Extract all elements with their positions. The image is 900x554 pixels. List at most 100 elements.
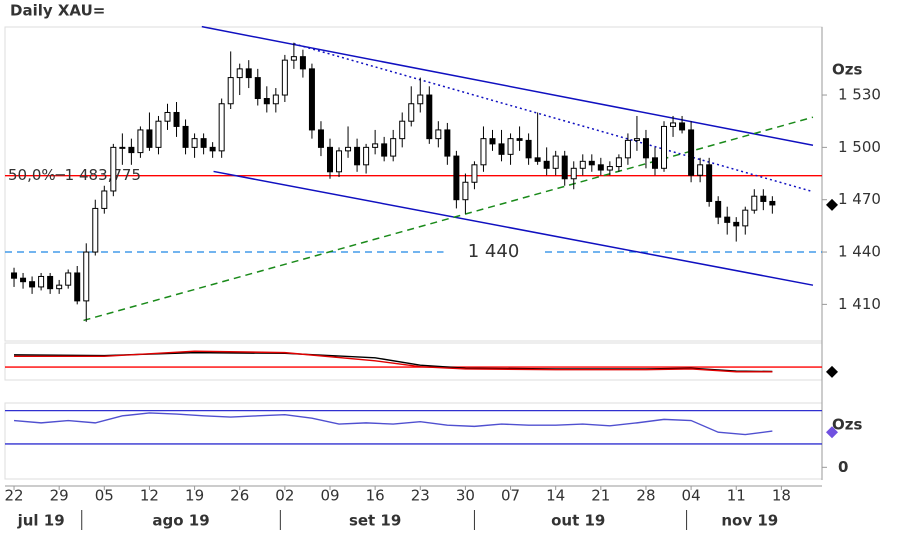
candle-body [552, 155, 559, 169]
month-label: nov 19 [721, 512, 778, 530]
candle-body [579, 160, 586, 169]
candle-body [308, 68, 315, 131]
candle-body [507, 138, 514, 155]
candle-body [29, 281, 36, 288]
candle-body [390, 138, 397, 157]
candle-body [155, 120, 162, 148]
x-tick-label: 16 [366, 487, 385, 505]
y-tick-label: 1 440 [838, 243, 881, 261]
x-tick-label: 30 [456, 487, 475, 505]
candle-body [317, 129, 324, 148]
candle-body [47, 275, 54, 290]
candle-body [254, 77, 261, 100]
candle-body [245, 68, 252, 79]
x-tick-label: 26 [230, 487, 249, 505]
candle-body [670, 122, 677, 127]
candle-body [606, 166, 613, 171]
candle-body [498, 143, 505, 155]
candle-body [272, 94, 279, 105]
candle-body [733, 221, 740, 227]
x-tick-label: 22 [4, 487, 23, 505]
candle-body [570, 167, 577, 180]
indicator-line [13, 412, 773, 436]
unit-label: Ozs [832, 61, 862, 79]
x-tick-label: 04 [682, 487, 701, 505]
month-label: set 19 [349, 512, 401, 530]
candle-body [769, 200, 776, 206]
candle-body [236, 68, 243, 79]
candle-body [453, 155, 460, 201]
last-price-marker [826, 198, 838, 211]
candle-body [742, 209, 749, 227]
x-tick-label: 05 [95, 487, 114, 505]
candle-body [615, 157, 622, 168]
trendline [213, 170, 814, 286]
candle-body [679, 122, 686, 131]
osc-panel [4, 402, 823, 480]
candle-body [137, 129, 144, 154]
x-tick-label: 29 [50, 487, 69, 505]
candle-body [426, 94, 433, 140]
candle-body [417, 94, 424, 105]
indicator-marker [826, 365, 838, 378]
indicator-line [14, 350, 773, 373]
candle-body [462, 181, 469, 201]
candle-body [724, 216, 731, 223]
ma-panel [4, 342, 823, 381]
hline-label-bg [443, 242, 544, 263]
month-label: ago 19 [152, 512, 209, 530]
candle-body [471, 164, 478, 183]
candle-body [336, 150, 343, 173]
candle-body [263, 98, 270, 105]
candle-body [83, 251, 90, 302]
hline-label: 1 440 [468, 241, 520, 262]
indicator-line [14, 351, 773, 373]
candle-body [191, 138, 198, 148]
y-tick-label: 1 410 [838, 295, 881, 313]
candle-body [489, 138, 496, 145]
candle-body [146, 129, 153, 148]
candle-body [715, 200, 722, 218]
candle-body [633, 138, 640, 141]
candle-body [688, 129, 695, 176]
x-tick-label: 07 [501, 487, 520, 505]
candle-body [354, 146, 361, 166]
candle-body [480, 138, 487, 166]
candle-body [128, 146, 135, 154]
candle-body [651, 157, 658, 169]
candle-body [363, 146, 370, 166]
candle-body [543, 160, 550, 169]
candle-body [218, 103, 225, 152]
candle-body [697, 164, 704, 176]
candle-body [101, 190, 108, 209]
candle-body [381, 143, 388, 157]
candle-body [38, 275, 45, 288]
candle-body [74, 272, 81, 302]
candle-body [444, 129, 451, 157]
candle-body [164, 111, 171, 122]
x-tick-label: 28 [636, 487, 655, 505]
x-tick-label: 11 [727, 487, 746, 505]
candle-body [516, 138, 523, 141]
indicator-marker [826, 426, 838, 439]
candle-body [11, 272, 18, 279]
candle-body [227, 77, 234, 105]
y-tick-label: 1 530 [838, 86, 881, 104]
candle-body [173, 111, 180, 127]
candle-body [65, 272, 72, 286]
candle-body [588, 160, 595, 166]
candle-body [561, 155, 568, 180]
x-tick-label: 19 [185, 487, 204, 505]
month-label: jul 19 [17, 512, 65, 530]
x-tick-label: 12 [140, 487, 159, 505]
x-tick-label: 02 [275, 487, 294, 505]
candle-body [110, 146, 117, 192]
candle-body [751, 195, 758, 211]
month-label: out 19 [551, 512, 605, 530]
y-tick-label: 0 [838, 458, 848, 476]
chart-title: Daily XAU= [10, 2, 105, 20]
candle-body [534, 157, 541, 162]
y-tick-label: 1 470 [838, 190, 881, 208]
osc-unit-label: Ozs [832, 416, 862, 434]
candle-body [642, 138, 649, 159]
